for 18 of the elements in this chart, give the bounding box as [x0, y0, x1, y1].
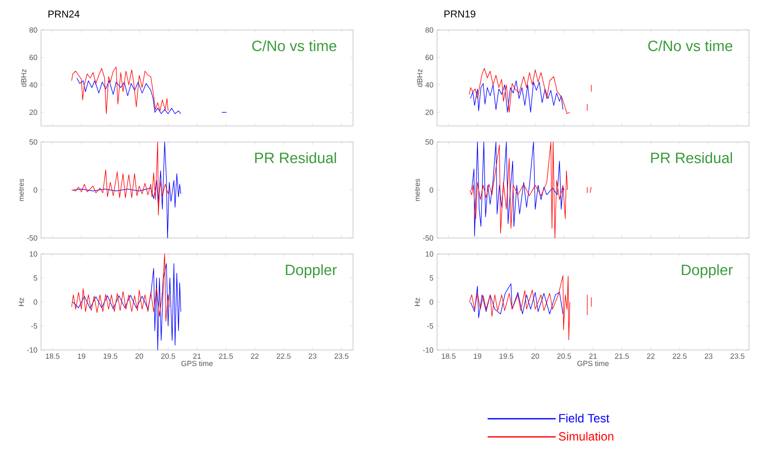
line-series: [71, 142, 170, 216]
annotation: C/No vs time: [648, 40, 732, 52]
annotation: C/No vs time: [252, 40, 336, 52]
line-series: [471, 142, 564, 236]
line-series: [72, 263, 182, 350]
line-series: [470, 283, 564, 318]
chart-title: PRN19: [444, 10, 476, 18]
line-series: [71, 66, 168, 114]
line-series: [71, 254, 170, 322]
annotation: PR Residual: [651, 152, 732, 164]
annotation: Doppler: [286, 264, 337, 278]
text: Simulation: [558, 432, 614, 441]
annotation: PR Residual: [255, 152, 336, 164]
line-series: [470, 80, 564, 113]
line-series: [72, 142, 182, 238]
annotation: Doppler: [682, 264, 733, 278]
chart-title: PRN24: [48, 10, 80, 18]
text: Field Test: [559, 414, 610, 422]
